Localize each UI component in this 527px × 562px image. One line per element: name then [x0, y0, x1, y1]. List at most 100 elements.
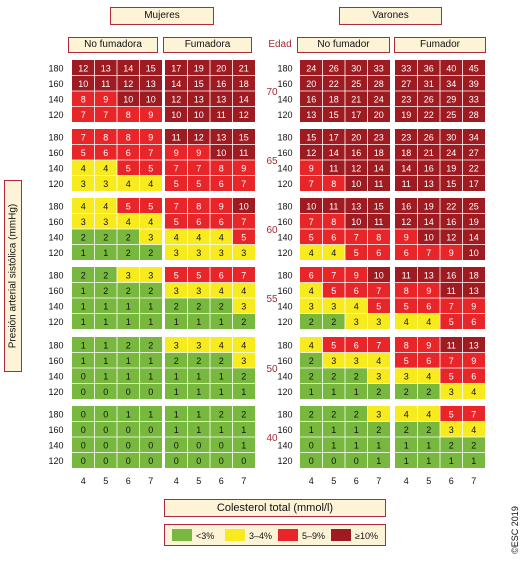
risk-cell	[72, 421, 95, 437]
risk-cell	[440, 368, 463, 384]
chol-tick-label: 5	[426, 476, 431, 486]
risk-value: 4	[309, 340, 314, 350]
risk-cell	[210, 106, 233, 122]
risk-cell	[462, 229, 485, 245]
risk-value: 2	[426, 387, 431, 397]
risk-cell	[395, 60, 418, 76]
risk-value: 1	[126, 301, 131, 311]
risk-cell	[322, 282, 345, 298]
risk-cell	[345, 337, 368, 353]
risk-value: 7	[376, 286, 381, 296]
risk-cell	[395, 368, 418, 384]
risk-cell	[94, 60, 117, 76]
risk-cell	[232, 144, 255, 160]
risk-cell	[300, 129, 323, 145]
risk-cell	[300, 213, 323, 229]
risk-value: 6	[426, 356, 431, 366]
risk-cell	[165, 313, 188, 329]
risk-value: 1	[126, 356, 131, 366]
risk-value: 11	[101, 79, 110, 89]
risk-cell	[367, 175, 390, 191]
risk-cell	[210, 60, 233, 76]
risk-value: 33	[401, 63, 411, 73]
risk-cell	[345, 298, 368, 314]
risk-value: 3	[449, 387, 454, 397]
risk-cell	[117, 160, 140, 176]
risk-cell	[417, 383, 440, 399]
risk-cell	[440, 452, 463, 468]
risk-value: 2	[354, 409, 359, 419]
legend-label: ≥10%	[355, 531, 378, 541]
risk-value: 24	[306, 63, 316, 73]
bp-tick-label: 140	[277, 440, 292, 450]
risk-value: 3	[196, 248, 201, 258]
risk-value: 4	[219, 232, 224, 242]
risk-value: 22	[469, 163, 479, 173]
risk-value: 18	[469, 270, 479, 280]
risk-value: 1	[376, 456, 381, 466]
risk-value: 0	[81, 387, 86, 397]
risk-value: 9	[219, 201, 224, 211]
risk-cell	[72, 352, 95, 368]
risk-cell	[300, 175, 323, 191]
risk-value: 13	[424, 270, 434, 280]
risk-value: 5	[174, 270, 179, 280]
risk-cell	[187, 213, 210, 229]
risk-cell	[139, 437, 162, 453]
risk-value: 3	[309, 301, 314, 311]
risk-value: 8	[81, 94, 86, 104]
risk-value: 15	[239, 132, 249, 142]
risk-cell	[165, 383, 188, 399]
bp-tick-label: 180	[48, 270, 63, 280]
risk-value: 29	[446, 94, 456, 104]
risk-value: 13	[306, 110, 316, 120]
risk-value: 16	[216, 79, 226, 89]
risk-cell	[165, 437, 188, 453]
risk-cell	[94, 452, 117, 468]
risk-cell	[210, 337, 233, 353]
risk-value: 6	[309, 270, 314, 280]
risk-cell	[300, 244, 323, 260]
risk-value: 9	[426, 340, 431, 350]
risk-value: 0	[81, 371, 86, 381]
bp-tick-label: 180	[48, 340, 63, 350]
risk-cell	[139, 337, 162, 353]
group-header-fumadora: Fumadora	[163, 37, 252, 53]
risk-cell	[94, 129, 117, 145]
risk-value: 2	[309, 409, 314, 419]
risk-cell	[94, 421, 117, 437]
risk-value: 3	[81, 217, 86, 227]
risk-value: 17	[469, 179, 479, 189]
risk-cell	[367, 352, 390, 368]
risk-cell	[94, 75, 117, 91]
risk-value: 3	[174, 248, 179, 258]
risk-cell	[117, 406, 140, 422]
risk-value: 7	[241, 217, 246, 227]
risk-cell	[165, 129, 188, 145]
risk-value: 6	[219, 270, 224, 280]
risk-value: 18	[329, 94, 339, 104]
risk-cell	[395, 421, 418, 437]
risk-value: 21	[351, 94, 361, 104]
risk-value: 3	[196, 286, 201, 296]
risk-value: 0	[354, 456, 359, 466]
risk-value: 6	[471, 317, 476, 327]
risk-value: 5	[376, 301, 381, 311]
risk-value: 5	[404, 301, 409, 311]
chol-tick-label: 7	[471, 476, 476, 486]
risk-value: 7	[471, 409, 476, 419]
risk-value: 10	[351, 179, 361, 189]
risk-value: 4	[103, 163, 108, 173]
risk-cell	[417, 106, 440, 122]
risk-value: 8	[126, 110, 131, 120]
risk-cell	[462, 406, 485, 422]
risk-value: 11	[402, 179, 411, 189]
risk-value: 10	[424, 232, 434, 242]
risk-value: 1	[241, 387, 246, 397]
risk-value: 7	[449, 301, 454, 311]
risk-value: 40	[446, 63, 456, 73]
risk-value: 27	[469, 148, 479, 158]
risk-cell	[367, 437, 390, 453]
risk-value: 15	[146, 63, 156, 73]
risk-cell	[345, 106, 368, 122]
